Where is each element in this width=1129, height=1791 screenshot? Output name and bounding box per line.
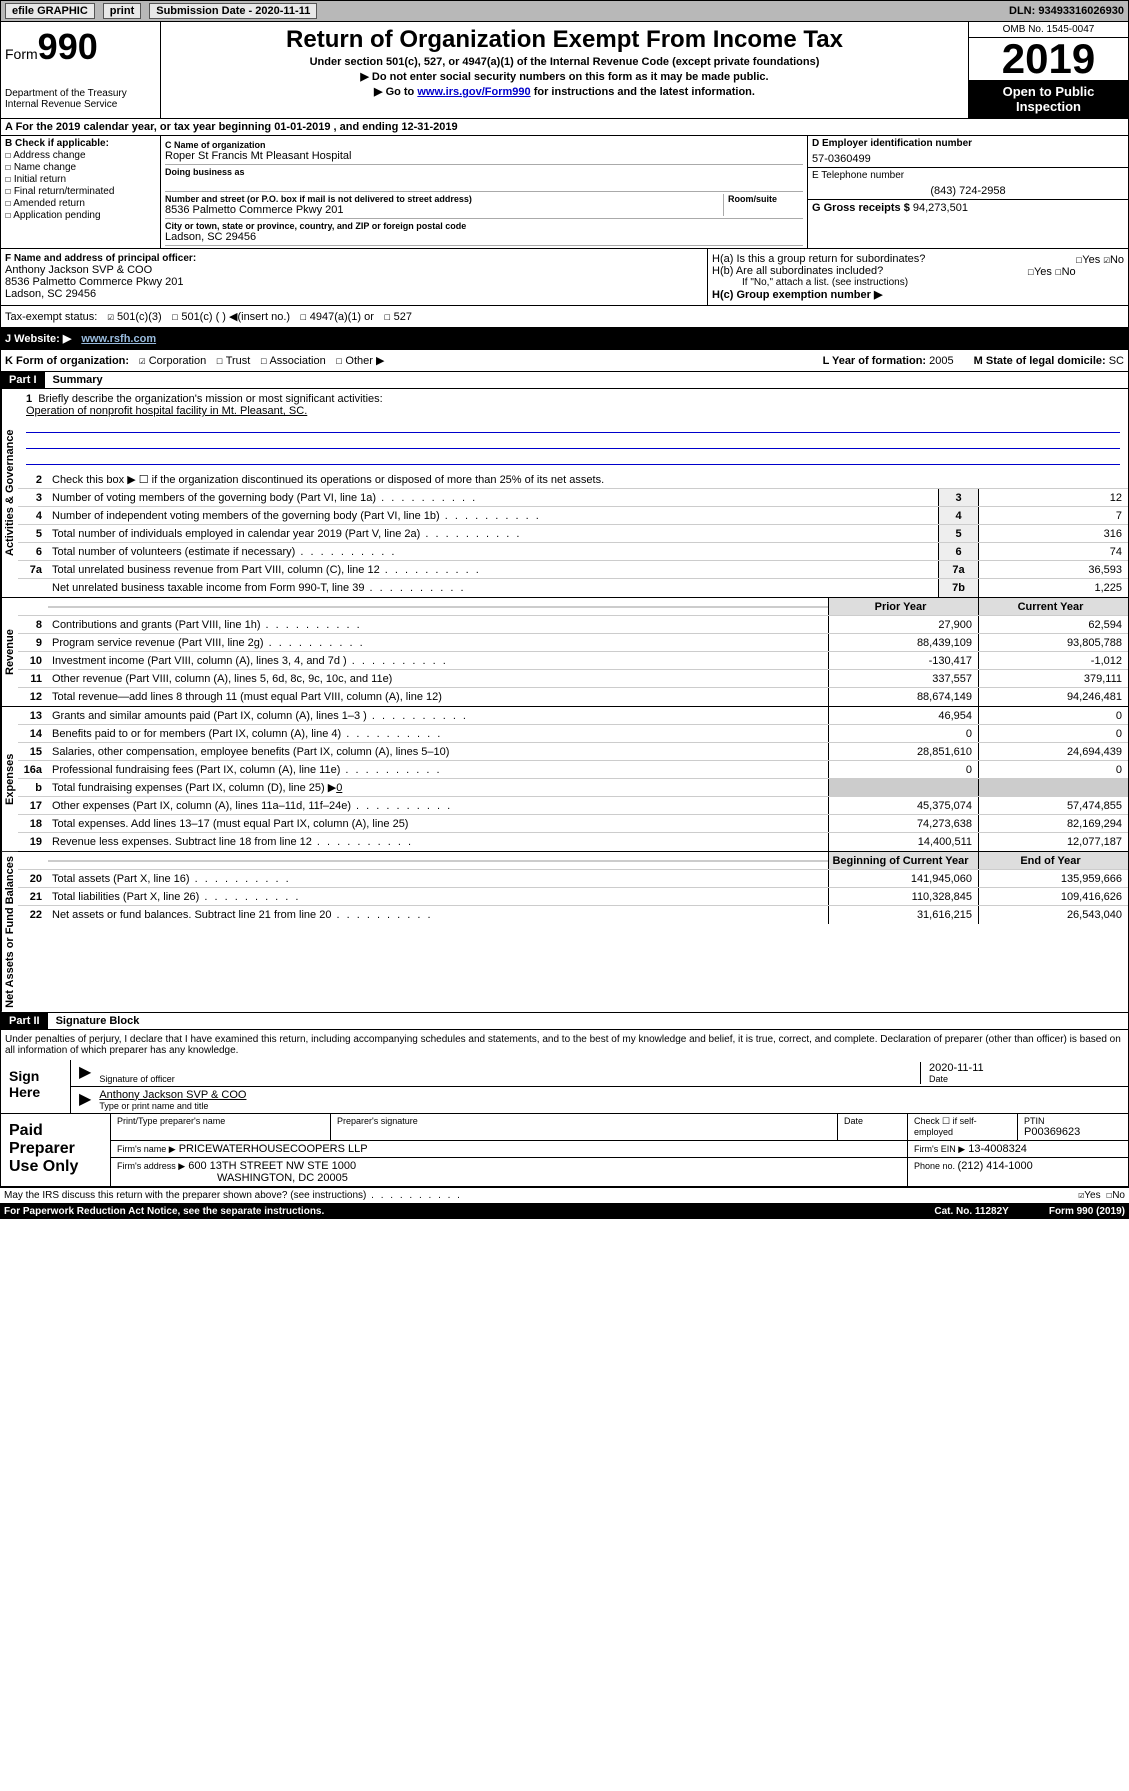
firm-phone: (212) 414-1000	[958, 1160, 1033, 1172]
open-inspection: Open to Public Inspection	[969, 80, 1128, 118]
sign-here-label: Sign Here	[1, 1060, 71, 1113]
form-title: Return of Organization Exempt From Incom…	[165, 26, 964, 54]
v7b: 1,225	[978, 579, 1128, 597]
cb-amended[interactable]: ☐ Amended return	[5, 198, 156, 209]
dept-treasury: Department of the Treasury Internal Reve…	[5, 88, 156, 110]
subdate: 2020-11-11	[255, 5, 310, 17]
v4: 7	[978, 507, 1128, 524]
preparer-block: Paid Preparer Use Only Print/Type prepar…	[1, 1113, 1128, 1186]
sidelabel-revenue: Revenue	[1, 598, 18, 706]
org-info-row: B Check if applicable: ☐ Address change …	[0, 136, 1129, 249]
v6: 74	[978, 543, 1128, 560]
ein: 57-0360499	[812, 153, 1124, 165]
subdate-lbl: Submission Date -	[156, 5, 255, 17]
penalty-text: Under penalties of perjury, I declare th…	[1, 1030, 1128, 1060]
firm-name: PRICEWATERHOUSECOOPERS LLP	[179, 1143, 368, 1155]
cb-initial[interactable]: ☐ Initial return	[5, 174, 156, 185]
v5: 316	[978, 525, 1128, 542]
tax-year: 2019	[969, 38, 1128, 80]
arrow-icon: ▶	[79, 1089, 91, 1111]
officer-name-sig: Anthony Jackson SVP & COO	[99, 1089, 1120, 1101]
gross-receipts: 94,273,501	[913, 202, 968, 214]
topbar: efile GRAPHIC print Submission Date - 20…	[0, 0, 1129, 22]
form-header: Form990 Department of the Treasury Inter…	[0, 22, 1129, 119]
form-number: Form990	[5, 26, 156, 68]
netassets-section: Net Assets or Fund Balances Beginning of…	[0, 852, 1129, 1013]
header-right: OMB No. 1545-0047 2019 Open to Public In…	[968, 22, 1128, 118]
cb-501c3[interactable]: ☑ 501(c)(3)	[107, 310, 161, 323]
part2-header: Part II Signature Block	[0, 1013, 1129, 1030]
firm-ein: 13-4008324	[968, 1143, 1027, 1155]
mission-text: Operation of nonprofit hospital facility…	[26, 405, 1120, 417]
year-formation: 2005	[929, 355, 953, 367]
name-column: C Name of organizationRoper St Francis M…	[161, 136, 808, 248]
subtitle-3: ▶ Go to www.irs.gov/Form990 for instruct…	[165, 85, 964, 98]
subtitle-2: ▶ Do not enter social security numbers o…	[165, 70, 964, 83]
efile-btn[interactable]: efile GRAPHIC	[5, 3, 95, 19]
irs-link[interactable]: www.irs.gov/Form990	[417, 86, 530, 98]
org-name: Roper St Francis Mt Pleasant Hospital	[165, 150, 803, 162]
org-address: 8536 Palmetto Commerce Pkwy 201	[165, 204, 723, 216]
form-of-org-row: K Form of organization: ☑ Corporation ☐ …	[0, 350, 1129, 372]
cb-4947[interactable]: ☐ 4947(a)(1) or	[300, 310, 374, 323]
cb-name[interactable]: ☐ Name change	[5, 162, 156, 173]
v3: 12	[978, 489, 1128, 506]
officer-row: F Name and address of principal officer:…	[0, 249, 1129, 306]
mission-block: 1 Briefly describe the organization's mi…	[18, 389, 1128, 471]
expenses-section: Expenses 13Grants and similar amounts pa…	[0, 707, 1129, 852]
revenue-section: Revenue Prior YearCurrent Year 8Contribu…	[0, 598, 1129, 707]
cb-other[interactable]: ☐ Other ▶	[336, 354, 385, 367]
officer-info: F Name and address of principal officer:…	[1, 249, 708, 305]
subtitle-1: Under section 501(c), 527, or 4947(a)(1)…	[165, 56, 964, 68]
arrow-icon: ▶	[79, 1062, 91, 1084]
footer-bar: For Paperwork Reduction Act Notice, see …	[0, 1203, 1129, 1219]
cb-pending[interactable]: ☐ Application pending	[5, 210, 156, 221]
signature-block: Under penalties of perjury, I declare th…	[0, 1030, 1129, 1187]
sidelabel-activities: Activities & Governance	[1, 389, 18, 597]
activities-section: Activities & Governance 1 Briefly descri…	[0, 389, 1129, 598]
cb-527[interactable]: ☐ 527	[384, 310, 412, 323]
website-row: J Website: ▶ www.rsfh.com	[0, 328, 1129, 350]
cb-corp[interactable]: ☑ Corporation	[139, 354, 206, 367]
website-link[interactable]: www.rsfh.com	[81, 333, 156, 345]
firm-addr: 600 13TH STREET NW STE 1000	[188, 1160, 356, 1172]
cb-address[interactable]: ☐ Address change	[5, 150, 156, 161]
period-row: A For the 2019 calendar year, or tax yea…	[0, 119, 1129, 136]
cb-final[interactable]: ☐ Final return/terminated	[5, 186, 156, 197]
org-city: Ladson, SC 29456	[165, 231, 803, 243]
cb-trust[interactable]: ☐ Trust	[216, 354, 250, 367]
paid-preparer-label: Paid Preparer Use Only	[1, 1114, 111, 1186]
discuss-row: May the IRS discuss this return with the…	[0, 1187, 1129, 1203]
sidelabel-netassets: Net Assets or Fund Balances	[1, 852, 18, 1012]
header-left: Form990 Department of the Treasury Inter…	[1, 22, 161, 118]
part1-header: Part I Summary	[0, 372, 1129, 389]
ptin: P00369623	[1024, 1126, 1122, 1138]
dln: DLN: 93493316026930	[1009, 5, 1124, 17]
state-domicile: SC	[1109, 355, 1124, 367]
right-column: D Employer identification number57-03604…	[808, 136, 1128, 248]
telephone: (843) 724-2958	[812, 185, 1124, 197]
header-mid: Return of Organization Exempt From Incom…	[161, 22, 968, 118]
cb-501c[interactable]: ☐ 501(c) ( ) ◀(insert no.)	[172, 310, 290, 323]
print-btn[interactable]: print	[103, 3, 141, 19]
v7a: 36,593	[978, 561, 1128, 578]
cb-assoc[interactable]: ☐ Association	[260, 354, 325, 367]
group-return: H(a) Is this a group return for subordin…	[708, 249, 1128, 305]
tax-exempt-row: Tax-exempt status: ☑ 501(c)(3) ☐ 501(c) …	[0, 306, 1129, 328]
subdate-btn: Submission Date - 2020-11-11	[149, 3, 317, 19]
officer-name: Anthony Jackson SVP & COO	[5, 264, 703, 276]
sidelabel-expenses: Expenses	[1, 707, 18, 851]
check-if-applicable: B Check if applicable: ☐ Address change …	[1, 136, 161, 248]
